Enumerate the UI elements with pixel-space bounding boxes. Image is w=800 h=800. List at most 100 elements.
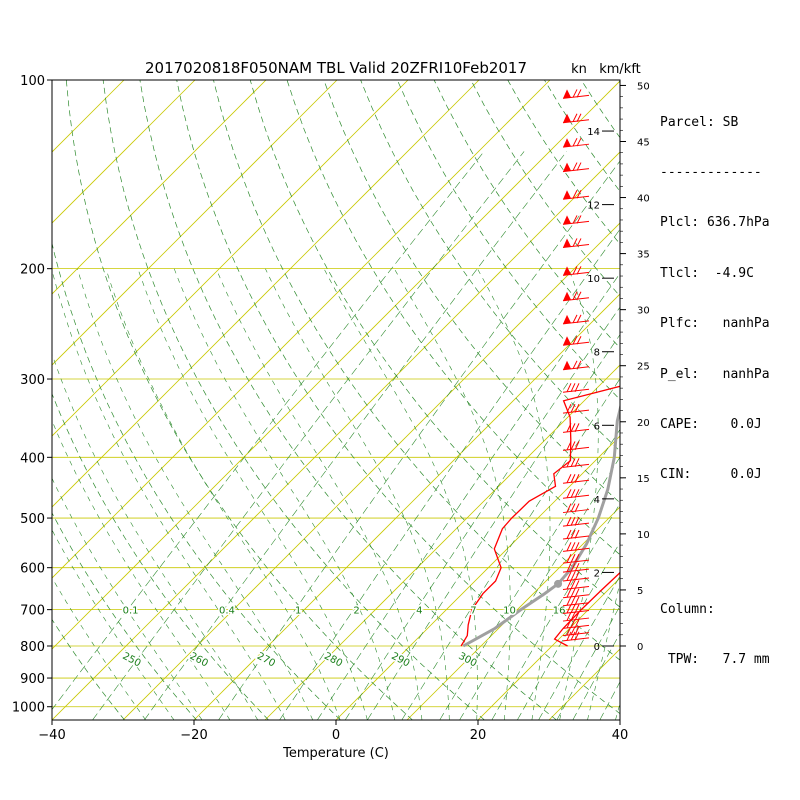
wind-barb-staff [562,143,590,148]
km-tick-label: 10 [587,274,600,285]
wind-barb-feather [570,631,576,641]
wind-barb-feather [570,423,576,433]
wind-barb-feather [570,529,576,539]
wind-barb [562,403,590,414]
wind-barb-feather [572,291,578,300]
mixing-ratio-line [144,151,567,720]
dry-adiabat [323,80,620,504]
wind-barb-feather [574,383,580,393]
wind-barb [562,441,590,451]
tlcl-value: Tlcl: -4.9C [660,265,754,281]
wind-barb-feather [566,542,572,552]
wind-barb-feather [566,619,572,629]
wind-barb-feather [574,553,580,563]
wind-barb-pennant [563,336,571,346]
wind-barb [562,580,590,590]
x-tick-label: −20 [180,728,207,743]
dry-adiabat [139,80,557,720]
wind-barb [562,588,590,599]
kft-tick-label: 5 [637,586,643,597]
wind-barb-feather [566,441,572,451]
km-kft-axis-label: km/kft [599,62,641,77]
wind-barb [562,190,590,200]
wind-barb-feather [572,336,578,345]
mixing-ratio-label: 1 [295,606,301,617]
moist-adiabat [477,268,551,720]
wind-barb-feather [574,458,580,468]
wind-barb-feather [570,542,576,552]
wind-barb [562,619,590,629]
kft-tick-label: 10 [637,530,650,541]
wind-barb-staff [562,297,590,302]
wind-barb-feather [574,619,580,629]
wind-barb-feather [570,588,576,598]
wind-barb-feather [572,215,578,224]
wind-barb-staff [562,320,590,325]
x-tick-label: 0 [332,728,340,743]
moist-adiabat [265,268,450,720]
wind-barb-staff [562,243,590,248]
wind-barb-feather [570,596,576,606]
isotherm [52,80,196,224]
isotherm [52,80,267,295]
kft-tick-label: 30 [637,306,650,317]
mixing-ratio-line [491,503,620,720]
kft-tick-label: 35 [637,250,650,261]
cape-value: CAPE: 0.0J [660,416,762,432]
isotherm [52,80,338,366]
dry-adiabat-label: 260 [188,651,210,670]
km-tick-label: 14 [587,127,600,138]
wind-barb-pennant [563,138,571,148]
wind-barb-feather [574,596,580,606]
dry-adiabat-label: 290 [389,651,411,670]
wind-barb-feather [570,580,576,590]
wind-barb [562,542,590,552]
kft-tick-label: 20 [637,418,650,429]
wind-barb-feather [570,383,576,393]
wind-barb-feather [570,553,576,563]
moist-adiabat [394,268,511,720]
isotherm [335,435,620,720]
wind-barb-feather [574,588,580,598]
isotherm [264,364,620,720]
x-tick-label: −40 [38,728,65,743]
wind-barb [562,474,590,484]
wind-barb-feather [570,604,576,614]
pressure-tick-label: 300 [20,373,45,388]
wind-barb-feather [570,619,576,629]
mixing-ratio-label: 0.4 [219,606,235,617]
plfc-value: Plfc: nanhPa [660,316,770,332]
pressure-tick-label: 400 [20,451,45,466]
wind-barb [562,89,590,99]
wind-barb-feather [570,571,576,581]
wind-barb [562,266,590,276]
isotherm [52,151,620,720]
wind-barb-feather [574,542,580,552]
wind-barb-feather [566,611,572,621]
wind-barb-feather [576,162,582,171]
wind-barb-feather [570,403,576,413]
wind-barb-feather [574,516,580,526]
wind-barb-feather [576,89,582,98]
km-tick-label: 8 [594,348,600,359]
chart-title: 2017020818F050NAM TBL Valid 20ZFRI10Feb2… [145,59,527,77]
cin-value: CIN: 0.0J [660,467,762,483]
wind-barb [562,360,590,371]
moist-adiabat [173,268,395,720]
kft-tick-label: 0 [637,642,643,653]
mixing-ratio-line [279,228,620,720]
x-tick-label: 20 [470,728,487,743]
dry-adiabat-label: 280 [322,651,344,670]
tpw-value: TPW: 7.7 mm [660,652,770,668]
wind-barb-staff [562,168,590,173]
mixing-ratio-line [439,428,620,720]
wind-barb-feather [566,403,572,413]
wind-barb-feather [574,529,580,539]
wind-barb-feather [576,291,582,300]
wind-barb-feather [566,423,572,433]
mixing-ratio-line [572,632,620,720]
wind-barb-staff [562,341,590,346]
kft-tick-label: 40 [637,194,650,205]
